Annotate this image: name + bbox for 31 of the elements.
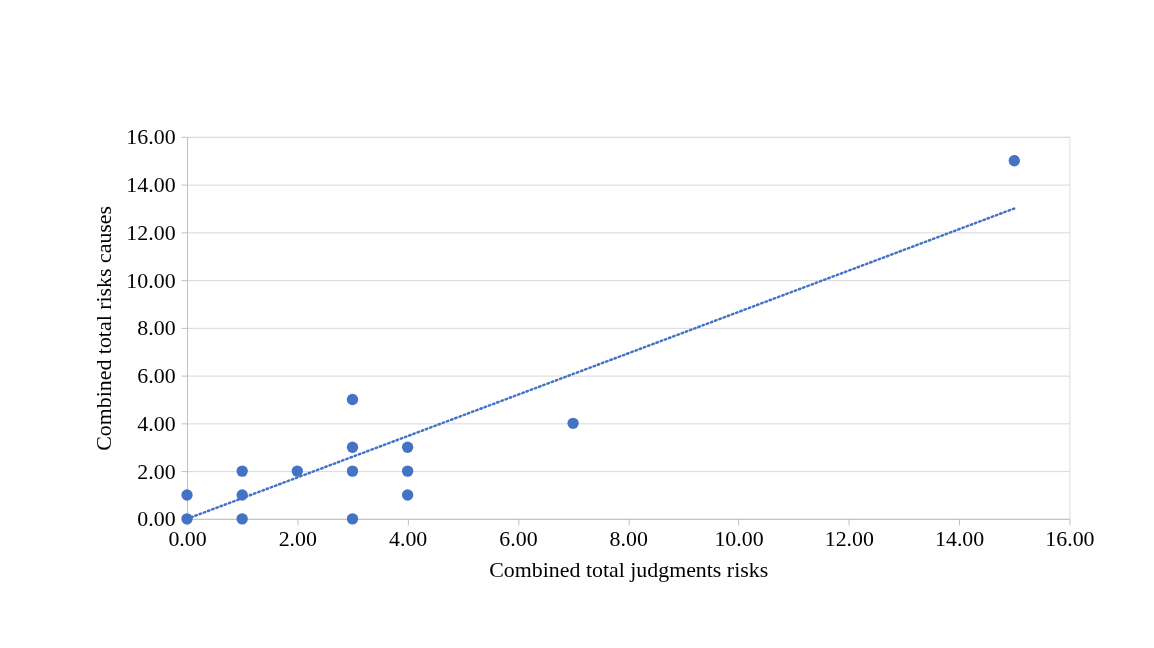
point — [401, 441, 414, 453]
point — [291, 465, 303, 477]
y-tick-label: 6.00 — [137, 364, 176, 389]
point — [346, 465, 359, 477]
y-axis-title: Combined total risks causes — [92, 205, 117, 451]
y-tick-label: 8.00 — [137, 316, 176, 341]
x-tick-label: 8.00 — [609, 527, 648, 552]
point — [236, 513, 248, 525]
point — [181, 489, 193, 501]
y-tick-label: 10.00 — [126, 268, 176, 293]
x-tick-label: 4.00 — [388, 527, 428, 552]
point — [346, 393, 359, 406]
y-tick-label: 16.00 — [126, 125, 176, 150]
x-tick-label: 2.00 — [278, 527, 318, 552]
point — [236, 465, 248, 477]
point — [401, 489, 414, 501]
point — [567, 417, 579, 430]
x-axis-title: Combined total judgments risks — [489, 558, 769, 583]
point — [346, 441, 359, 453]
x-tick-label: 10.00 — [714, 527, 764, 552]
point — [401, 465, 414, 477]
x-tick-label: 6.00 — [499, 527, 538, 552]
point — [346, 513, 359, 525]
y-tick-label: 14.00 — [126, 173, 176, 198]
point — [1008, 155, 1020, 167]
x-tick-label: 12.00 — [824, 527, 875, 552]
y-tick-label: 12.00 — [126, 220, 176, 245]
x-tick-label: 14.00 — [935, 527, 985, 552]
y-tick-label: 4.00 — [137, 411, 176, 436]
x-tick-label: 16.00 — [1045, 527, 1095, 552]
y-tick-label: 2.00 — [137, 459, 176, 484]
